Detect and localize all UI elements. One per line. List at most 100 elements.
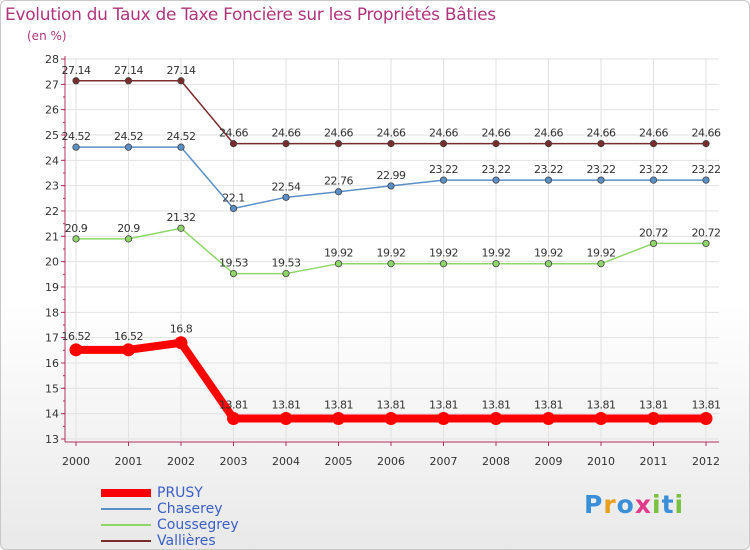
data-label-chaserey: 22.54: [272, 180, 301, 193]
data-label-vallières: 27.14: [62, 64, 91, 77]
data-point-vallières: [702, 140, 710, 148]
data-label-vallières: 24.66: [377, 127, 406, 140]
y-tick-label: 25: [45, 129, 59, 142]
data-label-vallières: 24.66: [534, 127, 563, 140]
data-point-vallières: [334, 140, 343, 148]
y-tick-label: 19: [45, 281, 59, 294]
legend-swatch: [101, 508, 151, 510]
logo-letter: i: [674, 490, 685, 519]
legend-swatch: [101, 540, 151, 542]
data-label-coussegrey: 20.9: [65, 222, 88, 235]
data-point-prusy: [227, 411, 240, 425]
x-tick-label: 2008: [482, 455, 510, 468]
legend-item-vallières: Vallières: [101, 533, 239, 549]
data-point-prusy: [542, 411, 555, 425]
y-tick-label: 18: [45, 306, 59, 319]
data-label-chaserey: 23.22: [639, 163, 668, 176]
data-point-chaserey: [597, 176, 605, 184]
data-label-coussegrey: 20.9: [117, 222, 140, 235]
data-point-chaserey: [439, 176, 448, 184]
y-tick-label: 22: [45, 205, 59, 218]
legend-item-chaserey: Chaserey: [101, 501, 239, 517]
x-tick-label: 2003: [220, 455, 248, 468]
x-tick-label: 2010: [587, 455, 615, 468]
data-point-coussegrey: [282, 269, 290, 278]
data-point-chaserey: [177, 143, 185, 151]
data-label-chaserey: 23.22: [429, 163, 458, 176]
data-point-vallières: [177, 77, 185, 85]
data-label-vallières: 24.66: [272, 127, 301, 140]
legend-label: Coussegrey: [157, 517, 239, 533]
data-point-prusy: [489, 411, 503, 425]
data-point-chaserey: [282, 193, 290, 201]
y-tick-label: 28: [45, 53, 59, 66]
data-point-chaserey: [702, 176, 710, 184]
data-label-prusy: 13.81: [429, 398, 458, 411]
data-point-prusy: [594, 411, 608, 425]
x-tick-label: 2001: [115, 455, 143, 468]
data-point-chaserey: [544, 176, 553, 184]
data-point-prusy: [174, 336, 188, 350]
data-label-chaserey: 23.22: [482, 163, 511, 176]
data-point-vallières: [649, 140, 658, 148]
proxiti-logo: Proxiti: [584, 490, 684, 519]
chart-title: Evolution du Taux de Taxe Foncière sur l…: [5, 5, 496, 25]
data-label-vallières: 24.66: [587, 127, 616, 140]
y-axis-unit: (en %): [27, 29, 67, 43]
logo-letter: i: [652, 490, 662, 519]
x-tick-label: 2012: [692, 455, 720, 468]
data-label-coussegrey: 19.92: [324, 247, 353, 260]
logo-letter: t: [661, 490, 675, 519]
data-point-vallières: [387, 140, 395, 148]
data-point-chaserey: [334, 188, 343, 196]
data-label-chaserey: 22.76: [324, 175, 353, 188]
data-point-coussegrey: [544, 260, 553, 268]
data-label-coussegrey: 19.92: [377, 247, 406, 260]
legend-swatch: [101, 524, 151, 526]
y-tick-label: 13: [45, 433, 59, 446]
data-point-coussegrey: [649, 239, 658, 248]
y-tick-label: 27: [45, 78, 59, 91]
data-label-prusy: 13.81: [692, 398, 721, 411]
data-point-vallières: [439, 140, 448, 148]
data-point-prusy: [384, 411, 398, 425]
x-tick-label: 2005: [325, 455, 353, 468]
data-point-coussegrey: [124, 235, 133, 243]
data-label-coussegrey: 19.53: [219, 257, 248, 270]
data-point-prusy: [122, 343, 135, 357]
y-tick-label: 15: [45, 382, 59, 395]
x-tick-label: 2006: [377, 455, 405, 468]
x-tick-label: 2004: [272, 455, 300, 468]
data-label-coussegrey: 21.32: [167, 211, 196, 224]
data-label-coussegrey: 19.92: [587, 247, 616, 260]
data-point-prusy: [699, 411, 713, 425]
data-point-vallières: [544, 140, 553, 148]
data-label-coussegrey: 19.92: [534, 247, 563, 260]
data-label-prusy: 13.81: [482, 398, 511, 411]
data-point-coussegrey: [229, 269, 238, 278]
data-point-coussegrey: [439, 260, 448, 268]
data-point-vallières: [72, 77, 80, 85]
data-point-chaserey: [387, 182, 395, 190]
data-label-vallières: 24.66: [482, 127, 511, 140]
y-tick-label: 17: [45, 332, 59, 345]
data-label-chaserey: 23.22: [692, 163, 721, 176]
data-point-chaserey: [72, 143, 80, 151]
data-point-vallières: [492, 140, 500, 148]
legend-swatch: [101, 489, 151, 497]
data-label-prusy: 13.81: [377, 398, 406, 411]
data-label-vallières: 24.66: [324, 127, 353, 140]
data-label-vallières: 27.14: [167, 64, 196, 77]
x-tick-label: 2000: [62, 455, 90, 468]
data-point-coussegrey: [72, 235, 80, 243]
legend-item-coussegrey: Coussegrey: [101, 517, 239, 533]
logo-letter: x: [634, 490, 652, 519]
data-point-prusy: [437, 411, 450, 425]
data-label-chaserey: 23.22: [587, 163, 616, 176]
y-tick-label: 20: [45, 256, 59, 269]
legend-label: PRUSY: [157, 485, 203, 501]
data-label-coussegrey: 20.72: [639, 226, 668, 239]
data-label-prusy: 13.81: [587, 398, 616, 411]
data-label-prusy: 16.8: [170, 323, 193, 336]
